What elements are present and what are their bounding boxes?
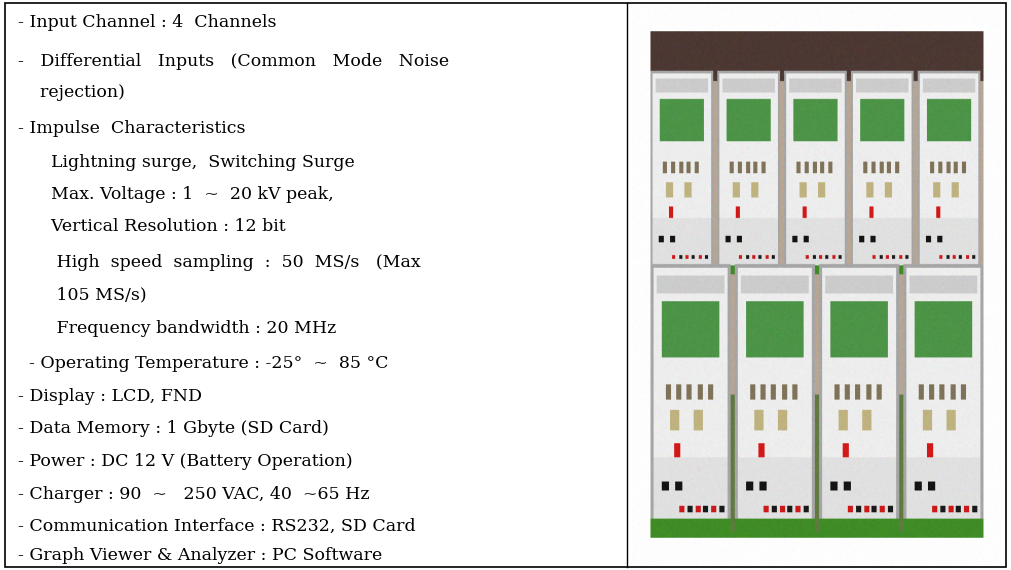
Text: rejection): rejection) [18,84,125,101]
Text: Frequency bandwidth : 20 MHz: Frequency bandwidth : 20 MHz [18,320,337,337]
Text: - Charger : 90  ~   250 VAC, 40  ~65 Hz: - Charger : 90 ~ 250 VAC, 40 ~65 Hz [18,486,370,503]
Text: - Power : DC 12 V (Battery Operation): - Power : DC 12 V (Battery Operation) [18,453,353,470]
Text: - Impulse  Characteristics: - Impulse Characteristics [18,120,246,137]
Text: Lightning surge,  Switching Surge: Lightning surge, Switching Surge [18,154,355,171]
Text: - Input Channel : 4  Channels: - Input Channel : 4 Channels [18,14,277,31]
Text: Max. Voltage : 1  ~  20 kV peak,: Max. Voltage : 1 ~ 20 kV peak, [18,186,334,203]
Text: -   Differential   Inputs   (Common   Mode   Noise: - Differential Inputs (Common Mode Noise [18,52,449,70]
Text: Vertical Resolution : 12 bit: Vertical Resolution : 12 bit [18,218,286,235]
Text: - Data Memory : 1 Gbyte (SD Card): - Data Memory : 1 Gbyte (SD Card) [18,420,329,437]
Text: - Communication Interface : RS232, SD Card: - Communication Interface : RS232, SD Ca… [18,518,416,535]
Text: - Display : LCD, FND: - Display : LCD, FND [18,388,202,405]
Text: 105 MS/s): 105 MS/s) [18,286,147,303]
Text: - Operating Temperature : -25°  ~  85 °C: - Operating Temperature : -25° ~ 85 °C [18,355,388,372]
Text: High  speed  sampling  :  50  MS/s   (Max: High speed sampling : 50 MS/s (Max [18,254,421,271]
Text: - Graph Viewer & Analyzer : PC Software: - Graph Viewer & Analyzer : PC Software [18,547,382,564]
